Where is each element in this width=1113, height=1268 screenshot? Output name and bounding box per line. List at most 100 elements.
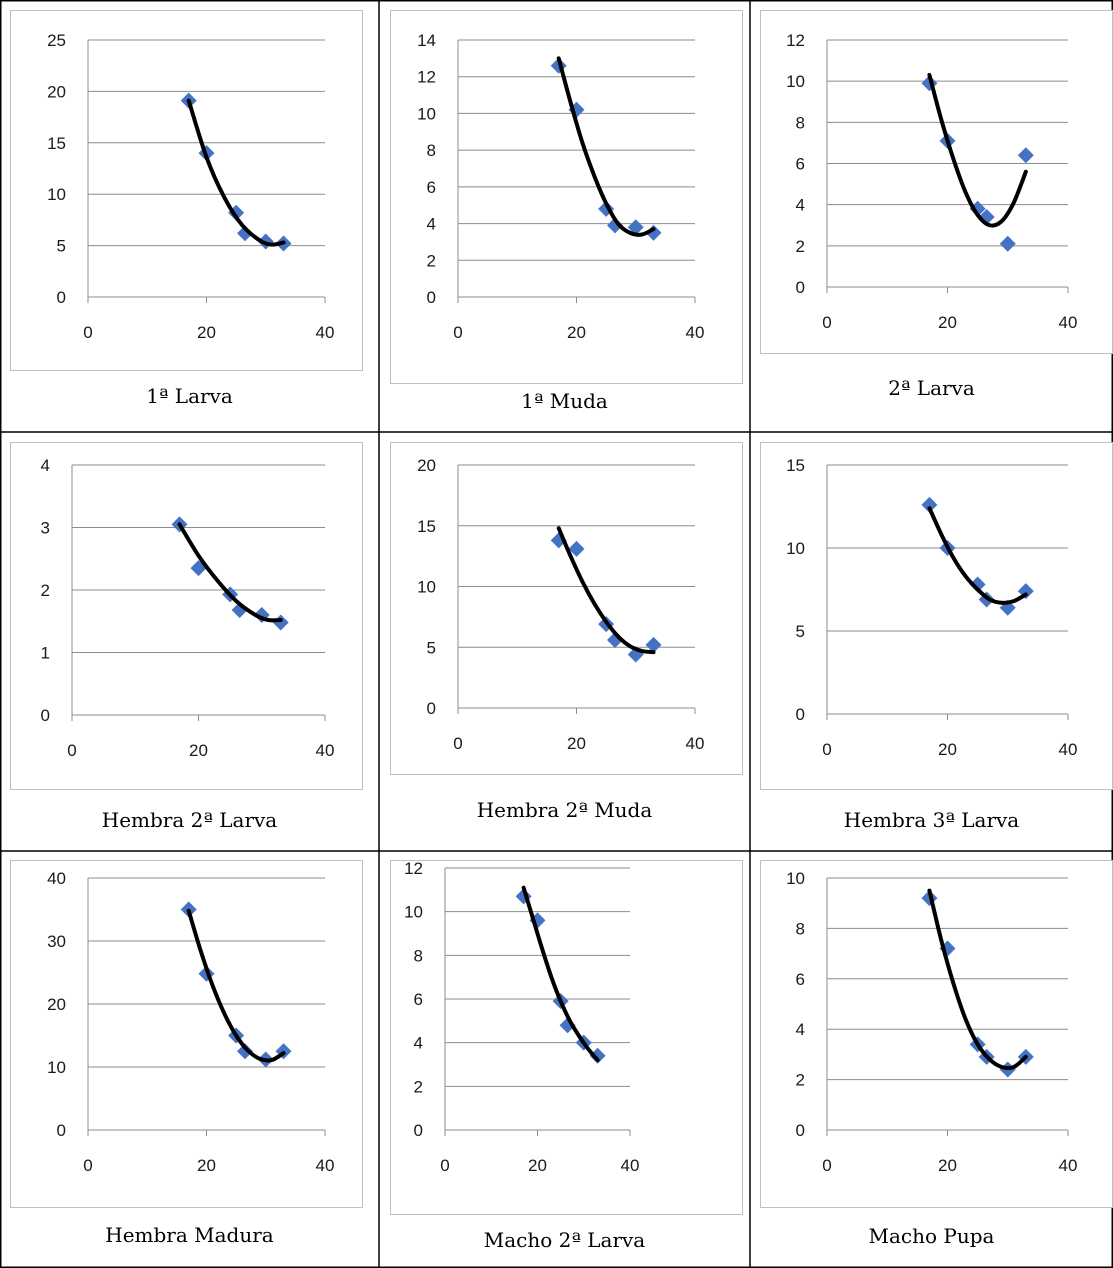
- y-tick-label: 2: [796, 1071, 805, 1090]
- y-tick-label: 0: [796, 278, 805, 297]
- chart-caption-hembra-2-larva: Hembra 2ª Larva: [101, 808, 278, 832]
- y-tick-label: 6: [796, 155, 805, 174]
- trend-line: [927, 506, 1028, 605]
- y-tick-label: 10: [786, 72, 805, 91]
- y-tick-label: 8: [427, 141, 436, 160]
- y-tick-label: 0: [41, 706, 50, 725]
- y-tick-label: 4: [414, 1034, 423, 1053]
- x-tick-label: 20: [189, 741, 208, 760]
- trend-line: [186, 908, 286, 1063]
- y-tick-label: 0: [57, 288, 66, 307]
- x-tick-label: 0: [822, 1156, 831, 1175]
- x-tick-label: 20: [938, 1156, 957, 1175]
- y-tick-label: 40: [47, 869, 66, 888]
- chart-caption-macho-pupa: Macho Pupa: [868, 1224, 995, 1248]
- y-tick-label: 20: [47, 82, 66, 101]
- chart-caption-macho-2-larva: Macho 2ª Larva: [483, 1228, 646, 1252]
- y-tick-label: 0: [414, 1121, 423, 1140]
- data-point-marker: [645, 636, 662, 653]
- y-tick-label: 0: [796, 1121, 805, 1140]
- data-point-marker: [921, 496, 938, 513]
- y-tick-label: 0: [796, 705, 805, 724]
- data-point-marker: [589, 1047, 606, 1064]
- y-tick-label: 2: [427, 251, 436, 270]
- x-tick-label: 0: [67, 741, 76, 760]
- y-tick-label: 10: [786, 869, 805, 888]
- x-tick-label: 0: [822, 740, 831, 759]
- y-tick-label: 3: [41, 519, 50, 538]
- x-tick-label: 40: [1059, 740, 1078, 759]
- chart-frame: [390, 860, 743, 1215]
- chart-frame: [390, 442, 743, 775]
- y-tick-label: 8: [796, 919, 805, 938]
- y-tick-label: 25: [47, 31, 66, 50]
- y-tick-label: 0: [427, 699, 436, 718]
- y-tick-label: 30: [47, 932, 66, 951]
- x-tick-label: 20: [938, 313, 957, 332]
- chart-1-muda: 0 2 4 6 8 10 12 14 0 20 40: [390, 10, 743, 384]
- chart-hembra-3-larva: 0 5 10 15 0 20 40: [760, 442, 1113, 790]
- chart-1-larva: 0 5 10 15 20 25 0 20 40: [10, 10, 363, 371]
- chart-caption-hembra-madura: Hembra Madura: [105, 1223, 274, 1247]
- y-tick-label: 5: [57, 237, 66, 256]
- chart-macho-pupa: 0 2 4 6 8 10 0 20 40: [760, 860, 1113, 1208]
- chart-frame: [390, 10, 743, 384]
- trend-line: [927, 72, 1028, 228]
- y-tick-label: 12: [404, 859, 423, 878]
- data-point-marker: [999, 235, 1016, 252]
- y-tick-label: 20: [47, 995, 66, 1014]
- y-tick-label: 15: [786, 456, 805, 475]
- chart-hembra-madura: 0 10 20 30 40 0 20 40: [10, 860, 363, 1208]
- x-tick-label: 40: [1059, 1156, 1078, 1175]
- y-tick-label: 15: [417, 517, 436, 536]
- y-tick-label: 2: [796, 237, 805, 256]
- chart-caption-hembra-2-muda: Hembra 2ª Muda: [476, 798, 653, 822]
- x-tick-label: 20: [197, 1156, 216, 1175]
- x-tick-label: 40: [621, 1156, 640, 1175]
- chart-macho-2-larva: 0 2 4 6 8 10 12 0 20 40: [390, 859, 743, 1215]
- x-tick-label: 40: [686, 734, 705, 753]
- data-point-marker: [607, 217, 624, 234]
- data-point-marker: [627, 219, 644, 236]
- x-tick-label: 20: [567, 734, 586, 753]
- y-tick-label: 6: [427, 178, 436, 197]
- x-tick-label: 40: [316, 323, 335, 342]
- x-tick-label: 0: [83, 1156, 92, 1175]
- chart-frame: [10, 860, 363, 1208]
- chart-2-larva: 0 2 4 6 8 10 12 0 20 40: [760, 10, 1113, 354]
- y-tick-label: 8: [414, 946, 423, 965]
- y-tick-label: 0: [427, 288, 436, 307]
- trend-line: [927, 888, 1028, 1071]
- y-tick-label: 12: [417, 68, 436, 87]
- y-tick-label: 12: [786, 31, 805, 50]
- chart-caption-hembra-3-larva: Hembra 3ª Larva: [843, 808, 1020, 832]
- x-tick-label: 0: [822, 313, 831, 332]
- y-tick-label: 5: [427, 638, 436, 657]
- chart-hembra-2-muda: 0 5 10 15 20 0 20 40: [390, 442, 743, 775]
- y-tick-label: 6: [414, 990, 423, 1009]
- x-tick-label: 0: [440, 1156, 449, 1175]
- chart-caption-1-larva: 1ª Larva: [146, 384, 233, 408]
- trend-line: [186, 98, 286, 247]
- trend-line: [556, 56, 656, 237]
- y-tick-label: 15: [47, 134, 66, 153]
- y-tick-label: 5: [796, 622, 805, 641]
- y-tick-label: 10: [417, 578, 436, 597]
- y-tick-label: 0: [57, 1121, 66, 1140]
- trend-line: [556, 526, 656, 655]
- x-tick-label: 0: [83, 323, 92, 342]
- data-point-marker: [237, 225, 254, 242]
- x-tick-label: 40: [316, 1156, 335, 1175]
- data-point-marker: [969, 576, 986, 593]
- x-tick-label: 40: [686, 323, 705, 342]
- trend-line: [177, 522, 283, 623]
- y-tick-label: 1: [41, 644, 50, 663]
- y-tick-label: 10: [786, 539, 805, 558]
- chart-caption-2-larva: 2ª Larva: [888, 376, 975, 400]
- y-tick-label: 10: [47, 1058, 66, 1077]
- y-tick-label: 10: [404, 903, 423, 922]
- chart-frame: [760, 442, 1113, 790]
- y-tick-label: 4: [796, 196, 805, 215]
